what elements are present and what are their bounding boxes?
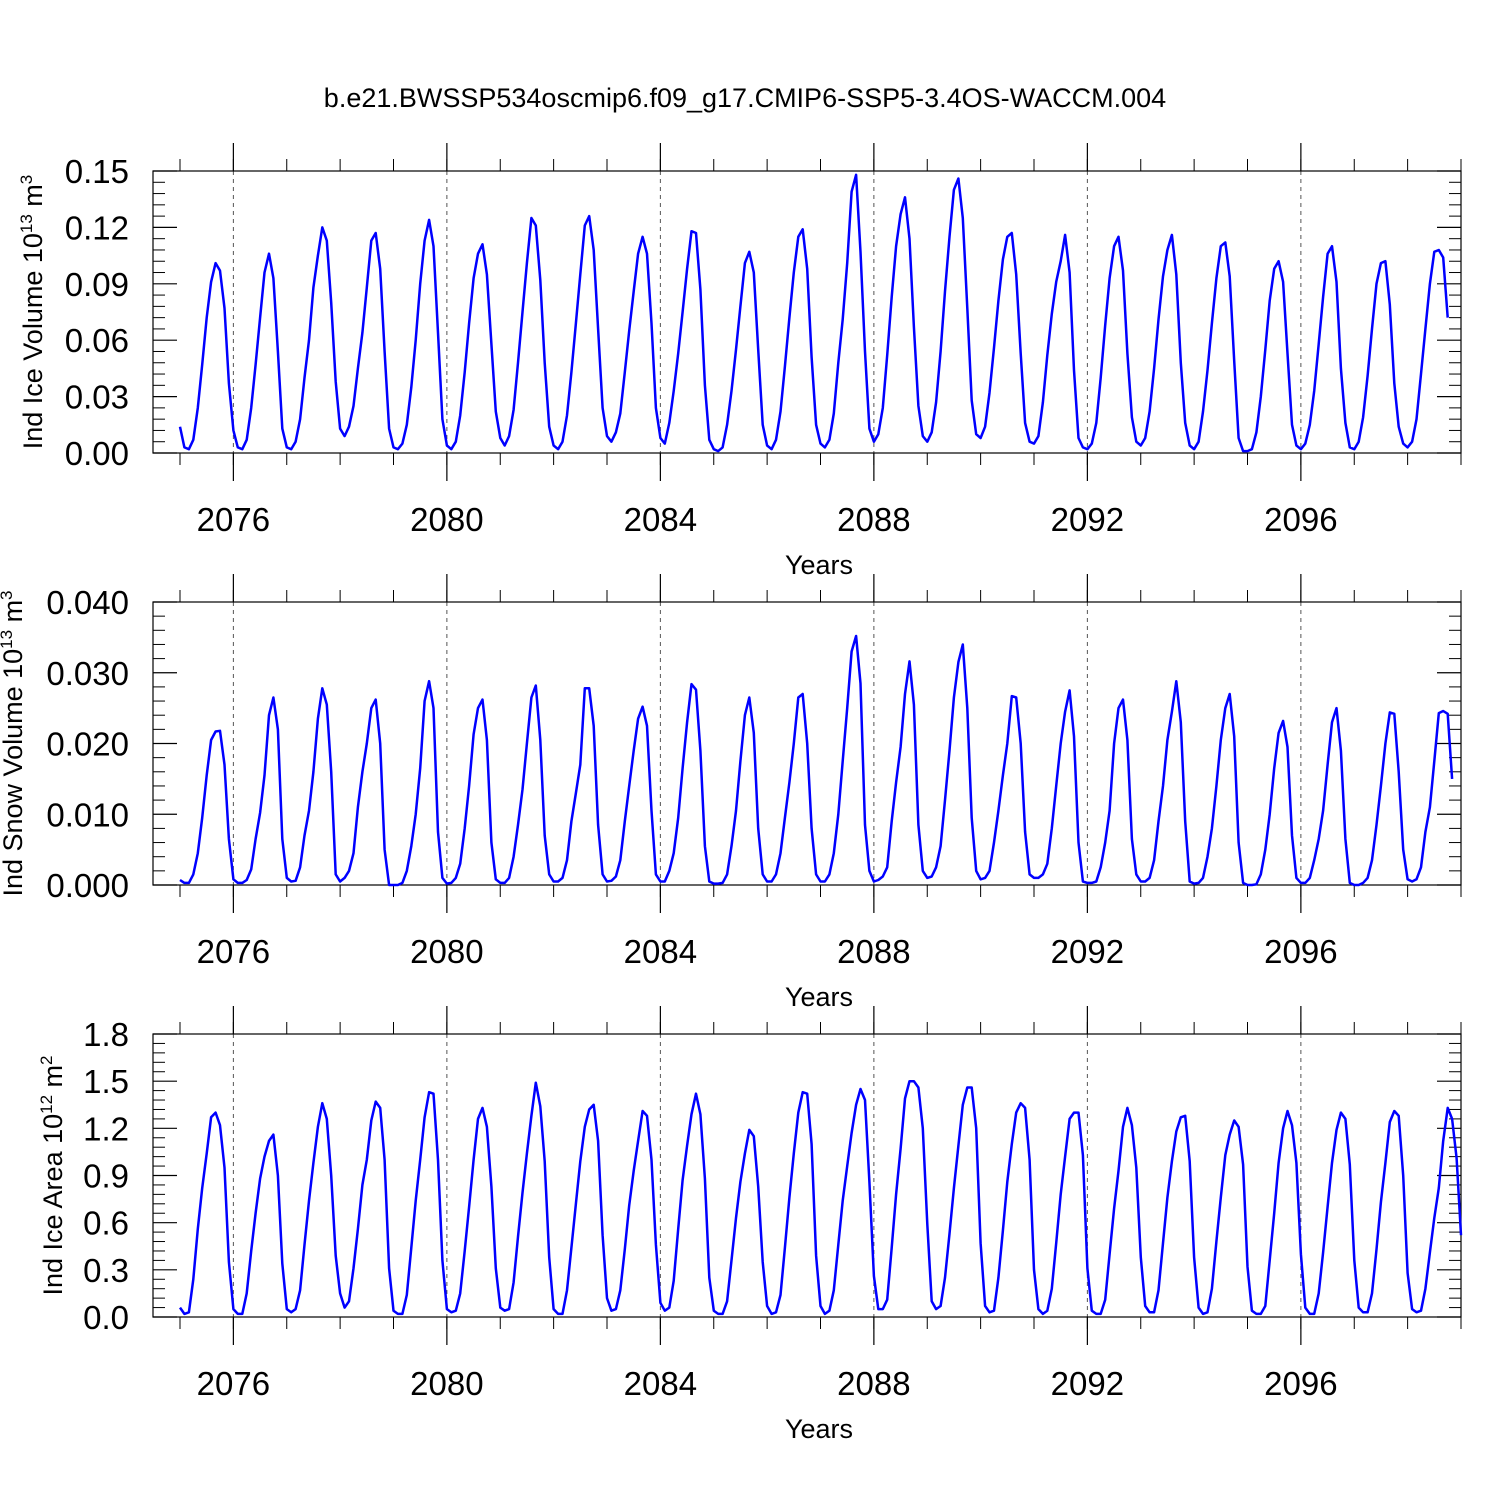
x-tick-label: 2092 <box>1051 501 1124 538</box>
x-tick-label: 2084 <box>624 1365 697 1402</box>
y-tick-label: 1.8 <box>83 1016 129 1053</box>
y-axis-label-superscript: 12 <box>37 1095 56 1114</box>
x-tick-label: 2076 <box>197 501 270 538</box>
x-tick-label: 2092 <box>1051 1365 1124 1402</box>
y-axis-label-superscript: 13 <box>17 214 36 233</box>
x-tick-label: 2080 <box>410 1365 483 1402</box>
y-axis-label-part: Ind Ice Area 10 <box>38 1114 68 1296</box>
y-tick-label: 0.010 <box>46 796 129 833</box>
x-tick-label: 2084 <box>624 501 697 538</box>
x-tick-label: 2088 <box>837 933 910 970</box>
x-tick-label: 2088 <box>837 501 910 538</box>
y-tick-label: 0.040 <box>46 584 129 621</box>
data-series-line <box>179 634 1454 887</box>
y-tick-label: 0.020 <box>46 726 129 763</box>
x-tick-label: 2076 <box>197 933 270 970</box>
y-tick-label: 0.12 <box>65 209 129 246</box>
y-axis-label: Ind Ice Volume 1013 m3 <box>17 175 48 450</box>
x-tick-label: 2096 <box>1264 1365 1337 1402</box>
y-axis-label-superscript: 3 <box>17 175 36 184</box>
plot-frame <box>152 1033 1462 1318</box>
x-tick-label: 2092 <box>1051 933 1124 970</box>
x-tick-label: 2076 <box>197 1365 270 1402</box>
y-tick-label: 0.000 <box>46 867 129 904</box>
y-tick-label: 1.2 <box>83 1110 129 1147</box>
plot-frame <box>152 601 1462 886</box>
y-axis-label: Ind Snow Volume 1013 m3 <box>0 590 28 896</box>
y-axis-label-part: m <box>38 1065 68 1095</box>
x-tick-label: 2080 <box>410 501 483 538</box>
chart-panel-2: 0.000 0.010 0.020 0.030 0.040 2076 2080 2084 208… <box>0 574 1462 1012</box>
y-axis-label-part: Ind Snow Volume 10 <box>0 649 28 897</box>
y-tick-label: 0.03 <box>65 379 129 416</box>
y-tick-label: 0.15 <box>65 153 129 190</box>
y-tick-label: 0.3 <box>83 1252 129 1289</box>
chart-panel-3: 0.0 0.3 0.6 0.9 1.2 1.5 1.8 2076 2080 2084 2088 209… <box>37 1006 1463 1444</box>
y-tick-label: 1.5 <box>83 1063 129 1100</box>
y-tick-label: 0.030 <box>46 655 129 692</box>
y-axis-label-superscript: 3 <box>0 590 16 599</box>
y-axis-label-superscript: 2 <box>37 1055 56 1064</box>
x-tick-label: 2088 <box>837 1365 910 1402</box>
y-tick-label: 0.9 <box>83 1158 129 1195</box>
x-tick-label: 2096 <box>1264 933 1337 970</box>
y-axis-label-superscript: 13 <box>0 630 16 649</box>
x-tick-label: 2084 <box>624 933 697 970</box>
y-axis-label-part: m <box>18 184 48 214</box>
x-axis-label: Years <box>785 982 853 1012</box>
chart-panel-1: 0.00 0.03 0.06 0.09 0.12 0.15 2076 2080 2084 2088… <box>17 143 1462 580</box>
data-series-line <box>178 1079 1463 1316</box>
y-tick-label: 0.0 <box>83 1299 129 1336</box>
x-axis-label: Years <box>785 550 853 580</box>
y-tick-label: 0.00 <box>65 435 129 472</box>
data-series-line <box>178 173 1449 453</box>
plot-frame <box>152 170 1462 454</box>
y-axis-label-part: Ind Ice Volume 10 <box>18 233 48 449</box>
x-tick-label: 2096 <box>1264 501 1337 538</box>
y-tick-label: 0.6 <box>83 1205 129 1242</box>
y-axis-label: Ind Ice Area 1012 m2 <box>37 1055 68 1295</box>
y-tick-label: 0.09 <box>65 266 129 303</box>
x-tick-label: 2080 <box>410 933 483 970</box>
x-axis-label: Years <box>785 1414 853 1444</box>
y-tick-label: 0.06 <box>65 322 129 359</box>
y-axis-label-part: m <box>0 600 28 630</box>
figure-title: b.e21.BWSSP534oscmip6.f09_g17.CMIP6-SSP5… <box>324 83 1166 113</box>
